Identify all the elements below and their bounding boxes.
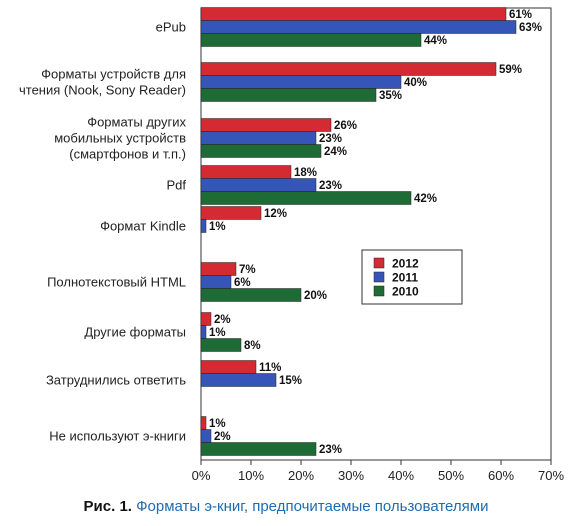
category-label-3-0: Pdf bbox=[166, 178, 186, 193]
legend-swatch-2010 bbox=[373, 285, 385, 297]
value-label-2012-4: 12% bbox=[264, 208, 287, 220]
value-label-2011-5: 6% bbox=[234, 277, 251, 289]
bar-2012-3 bbox=[200, 165, 292, 179]
bar-2010-2 bbox=[200, 144, 322, 158]
value-label-2012-5: 7% bbox=[239, 264, 256, 276]
x-tick-label-4: 40% bbox=[388, 468, 414, 483]
value-label-2010-5: 20% bbox=[304, 290, 327, 302]
bar-2011-3 bbox=[200, 178, 317, 192]
plot-area: 61%63%44%59%40%35%26%23%24%18%23%42%12%1… bbox=[200, 7, 552, 461]
value-label-2011-3: 23% bbox=[319, 180, 342, 192]
value-label-2012-7: 11% bbox=[259, 362, 281, 374]
category-label-2-1: мобильных устройств bbox=[54, 131, 186, 146]
value-label-2012-0: 61% bbox=[509, 9, 532, 21]
category-label-2-0: Форматы других bbox=[87, 115, 186, 130]
category-label-1-1: чтения (Nook, Sony Reader) bbox=[19, 83, 186, 98]
bar-2012-8 bbox=[200, 416, 207, 430]
x-axis-ticks: 0% 10% 20% 30% 40% 50% 60% 70% bbox=[192, 460, 564, 483]
value-label-2011-4: 1% bbox=[209, 221, 226, 233]
bar-2010-5 bbox=[200, 288, 302, 302]
value-label-2011-8: 2% bbox=[214, 431, 231, 443]
value-label-2011-1: 40% bbox=[404, 77, 427, 89]
value-label-2011-2: 23% bbox=[319, 133, 342, 145]
bar-2011-5 bbox=[200, 275, 232, 289]
bar-2011-6 bbox=[200, 325, 207, 339]
x-tick-label-0: 0% bbox=[192, 468, 211, 483]
bar-2012-1 bbox=[200, 62, 497, 76]
bar-2010-6 bbox=[200, 338, 242, 352]
bar-2011-4 bbox=[200, 219, 207, 233]
bar-2010-3 bbox=[200, 191, 412, 205]
value-label-2010-3: 42% bbox=[414, 193, 437, 205]
bar-2012-2 bbox=[200, 118, 332, 132]
legend-swatch-2011 bbox=[373, 271, 385, 283]
bar-2012-4 bbox=[200, 206, 262, 220]
bar-2012-7 bbox=[200, 360, 257, 374]
x-tick-label-1: 10% bbox=[238, 468, 264, 483]
bar-2011-1 bbox=[200, 75, 402, 89]
bar-2011-0 bbox=[200, 20, 517, 34]
x-tick-label-3: 30% bbox=[338, 468, 364, 483]
category-label-4-0: Формат Kindle bbox=[100, 219, 186, 234]
value-label-2012-8: 1% bbox=[209, 418, 226, 430]
category-label-0-0: ePub bbox=[156, 20, 186, 35]
category-label-8-0: Не используют э-книги bbox=[49, 429, 186, 444]
category-label-2-2: (смартфонов и т.п.) bbox=[69, 147, 186, 162]
legend-label-2010: 2010 bbox=[392, 285, 419, 299]
value-label-2012-2: 26% bbox=[334, 120, 357, 132]
value-label-2011-6: 1% bbox=[209, 327, 226, 339]
bar-2010-8 bbox=[200, 442, 317, 456]
value-label-2010-1: 35% bbox=[379, 90, 402, 102]
value-label-2011-0: 63% bbox=[519, 22, 542, 34]
value-label-2010-8: 23% bbox=[319, 444, 342, 456]
x-tick-label-5: 50% bbox=[438, 468, 464, 483]
figure-caption: Рис. 1. Форматы э-книг, предпочитаемые п… bbox=[0, 498, 572, 515]
legend-label-2012: 2012 bbox=[392, 257, 419, 271]
value-label-2010-6: 8% bbox=[244, 340, 261, 352]
bar-2012-5 bbox=[200, 262, 237, 276]
value-label-2010-0: 44% bbox=[424, 35, 447, 47]
bar-2011-8 bbox=[200, 429, 212, 443]
legend-swatch-2012 bbox=[373, 257, 385, 269]
bar-2010-0 bbox=[200, 33, 422, 47]
bar-2011-2 bbox=[200, 131, 317, 145]
x-tick-label-7: 70% bbox=[538, 468, 564, 483]
value-label-2012-3: 18% bbox=[294, 167, 317, 179]
legend-label-2011: 2011 bbox=[392, 271, 418, 285]
figure-title: Форматы э-книг, предпочитаемые пользоват… bbox=[136, 498, 489, 515]
value-label-2011-7: 15% bbox=[279, 375, 302, 387]
category-label-7-0: Затруднились ответить bbox=[46, 373, 186, 388]
bar-2012-6 bbox=[200, 312, 212, 326]
x-tick-label-6: 60% bbox=[488, 468, 514, 483]
value-label-2010-2: 24% bbox=[324, 146, 347, 158]
x-tick-label-2: 20% bbox=[288, 468, 314, 483]
figure-number: Рис. 1. bbox=[83, 498, 132, 515]
value-label-2012-1: 59% bbox=[499, 64, 522, 76]
bar-2012-0 bbox=[200, 7, 507, 21]
bar-2011-7 bbox=[200, 373, 277, 387]
value-label-2012-6: 2% bbox=[214, 314, 231, 326]
category-label-6-0: Другие форматы bbox=[84, 325, 186, 340]
category-label-5-0: Полнотекстовый HTML bbox=[47, 275, 186, 290]
category-label-1-0: Форматы устройств для bbox=[41, 67, 186, 82]
bar-2010-1 bbox=[200, 88, 377, 102]
